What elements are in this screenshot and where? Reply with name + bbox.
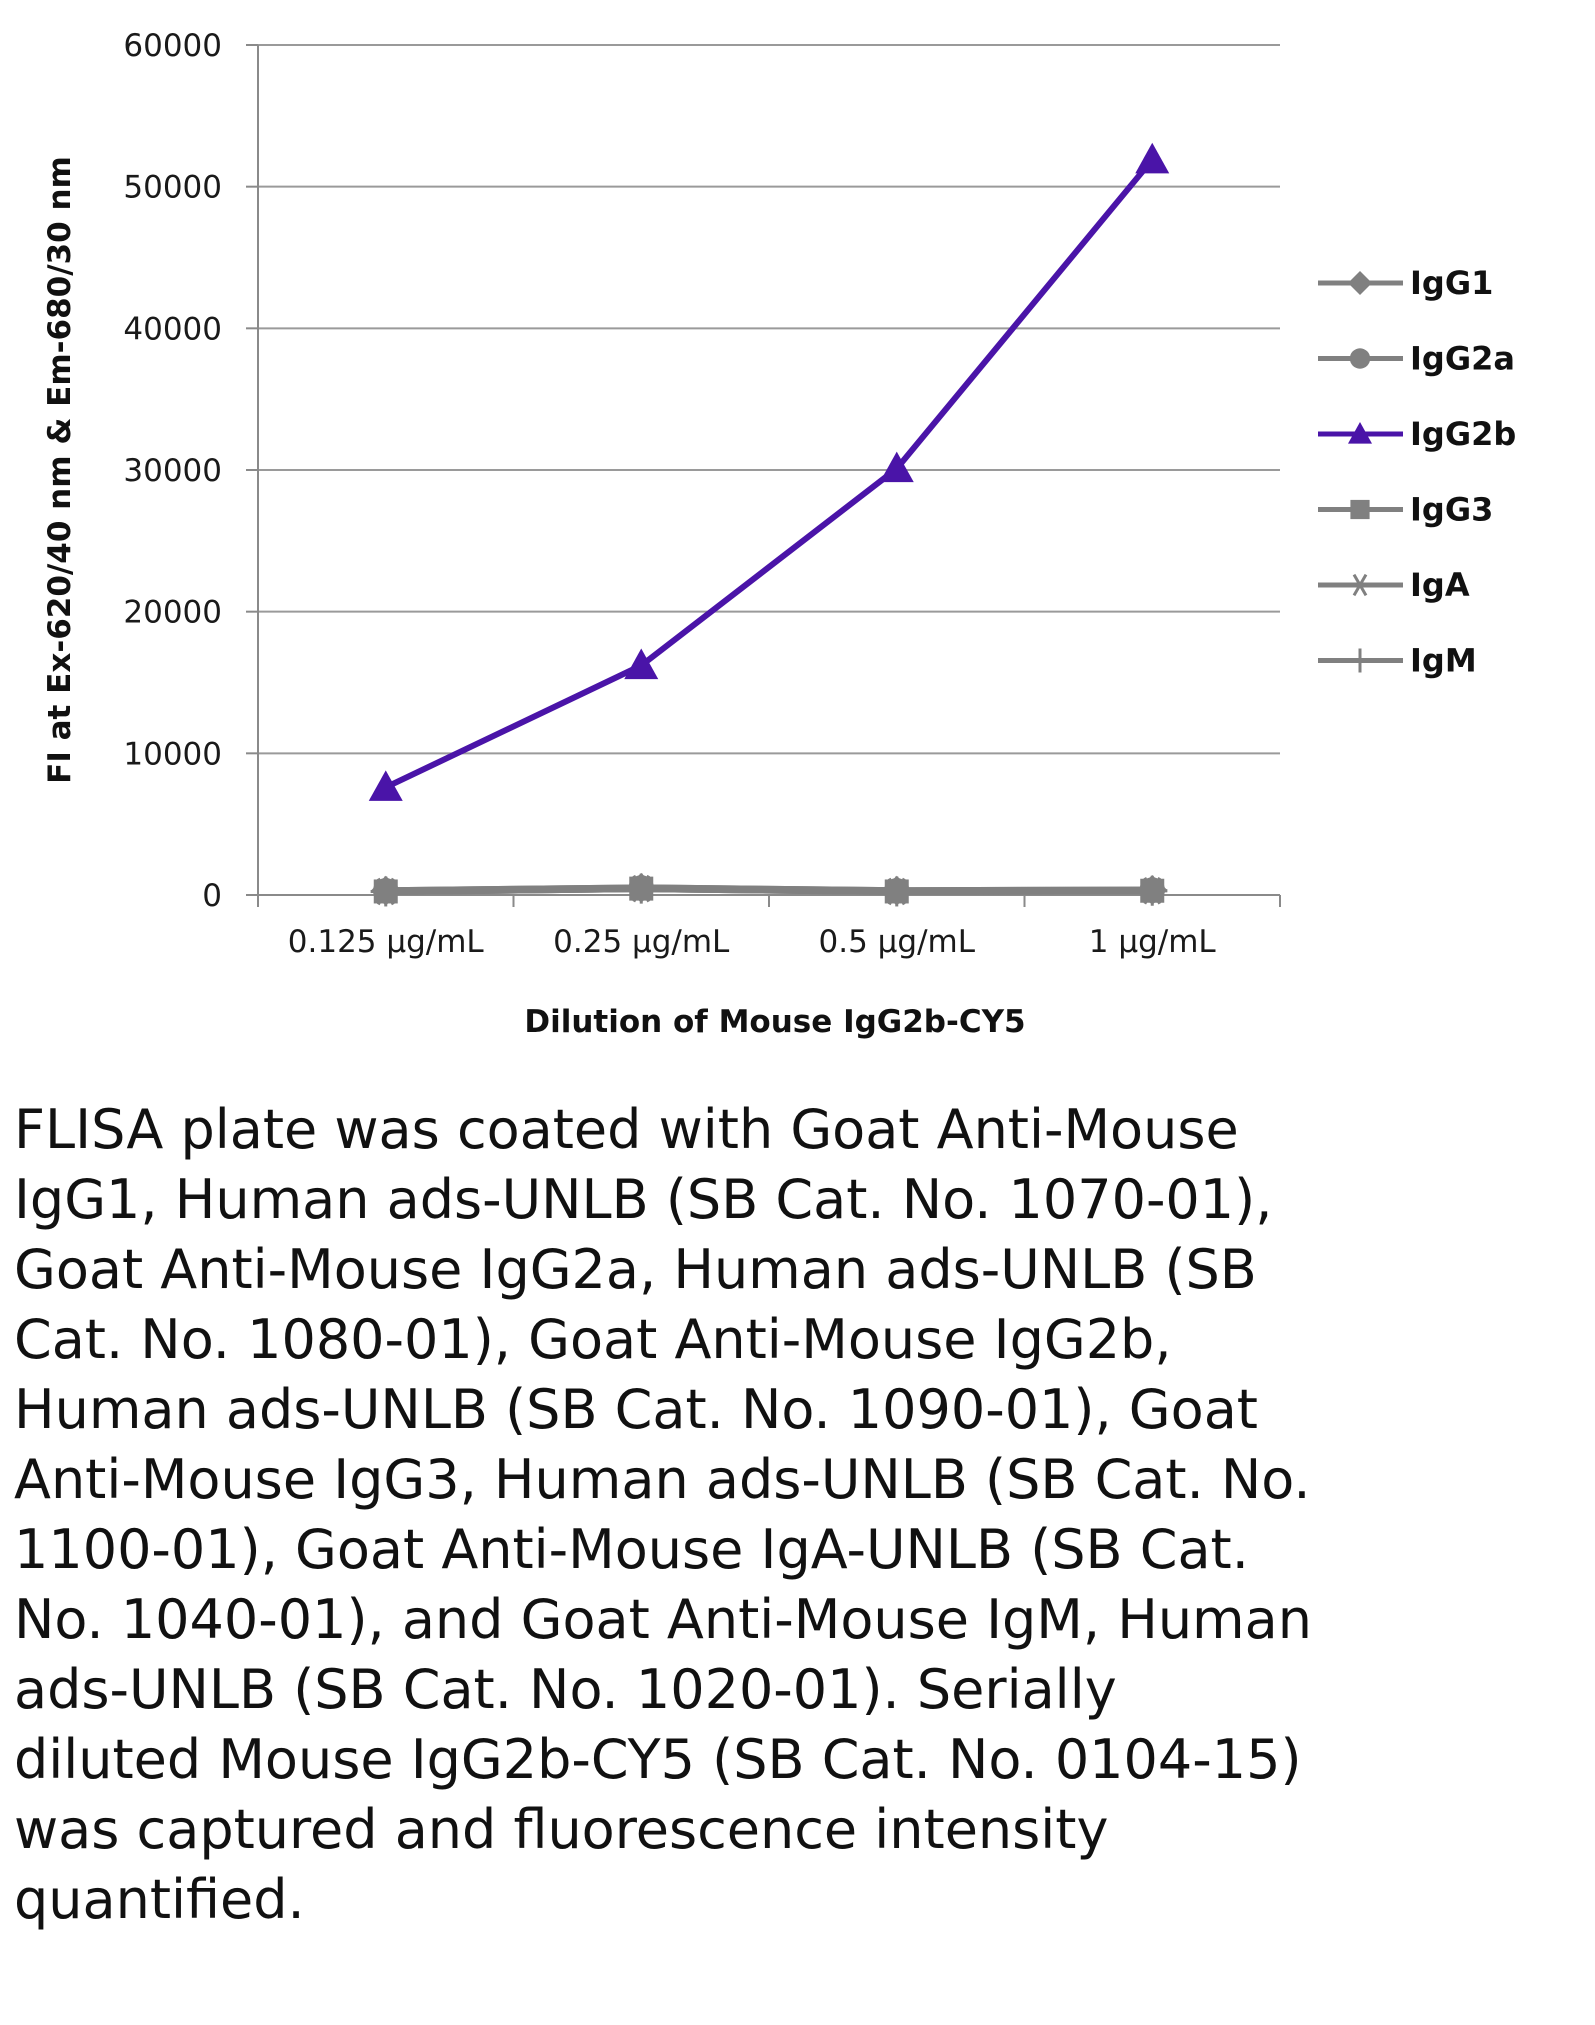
legend-label-IgM: IgM [1410, 642, 1477, 680]
legend-item-IgA: IgA [1318, 566, 1470, 604]
y-tick-label-0: 0 [202, 878, 222, 914]
legend: IgG1 IgG2a IgG2b IgG3 IgA IgM [1318, 264, 1516, 680]
point-IgM-2 [881, 876, 912, 907]
x-tick-label-0: 0.125 µg/mL [288, 924, 485, 960]
point-IgM-1 [626, 873, 657, 904]
x-tick-label-1: 0.25 µg/mL [553, 924, 730, 960]
series-layer [368, 142, 1170, 907]
legend-marker-IgG2a [1349, 348, 1371, 369]
figure-caption: FLISA plate was coated with Goat Anti-Mo… [14, 1098, 1312, 1931]
x-tick-label-2: 0.5 µg/mL [819, 924, 976, 960]
legend-label-IgG1: IgG1 [1410, 264, 1493, 302]
legend-label-IgA: IgA [1410, 566, 1470, 604]
legend-label-IgG2a: IgG2a [1410, 340, 1515, 378]
legend-label-IgG2b: IgG2b [1410, 415, 1516, 453]
legend-item-IgG3: IgG3 [1318, 491, 1493, 529]
legend-label-IgG3: IgG3 [1410, 491, 1493, 529]
legend-item-IgG2b: IgG2b [1318, 415, 1516, 453]
legend-marker-IgG3 [1350, 499, 1370, 520]
point-IgG2b-0 [368, 770, 403, 801]
y-axis-ticks: 0 10000 20000 30000 40000 50000 60000 [123, 28, 258, 914]
x-axis-title: Dilution of Mouse IgG2b-CY5 [524, 1004, 1025, 1040]
y-tick-label-50000: 50000 [123, 170, 222, 206]
y-tick-label-60000: 60000 [123, 28, 222, 64]
x-tick-label-3: 1 µg/mL [1089, 924, 1217, 960]
line-chart: 0 10000 20000 30000 40000 50000 60000 0.125 µg… [42, 28, 1516, 1040]
y-tick-label-10000: 10000 [123, 736, 222, 772]
y-tick-label-30000: 30000 [123, 453, 222, 489]
series-IgG2b [368, 142, 1170, 801]
legend-marker-IgA [1348, 573, 1372, 597]
y-tick-label-40000: 40000 [123, 311, 222, 347]
legend-item-IgM: IgM [1318, 642, 1477, 680]
point-IgG2b-2 [879, 451, 914, 483]
series-line-IgG2b [384, 157, 1155, 791]
legend-marker-IgM [1348, 648, 1372, 673]
point-IgM-0 [370, 876, 401, 907]
y-tick-label-20000: 20000 [123, 595, 222, 631]
point-IgG2b-3 [1135, 142, 1170, 174]
x-axis: 0.125 µg/mL 0.25 µg/mL 0.5 µg/mL 1 µg/mL [246, 45, 1281, 960]
legend-marker-IgG1 [1348, 271, 1372, 295]
legend-item-IgG1: IgG1 [1318, 264, 1493, 302]
point-IgG2b-1 [624, 648, 659, 680]
series-line-IgM [385, 885, 1153, 895]
y-axis-title: FI at Ex-620/40 nm & Em-680/30 nm [42, 156, 78, 784]
series-IgM [370, 873, 1168, 907]
legend-item-IgG2a: IgG2a [1318, 340, 1515, 378]
legend-marker-IgG2b [1348, 422, 1372, 444]
gridlines [258, 44, 1280, 755]
point-IgM-3 [1137, 875, 1168, 906]
